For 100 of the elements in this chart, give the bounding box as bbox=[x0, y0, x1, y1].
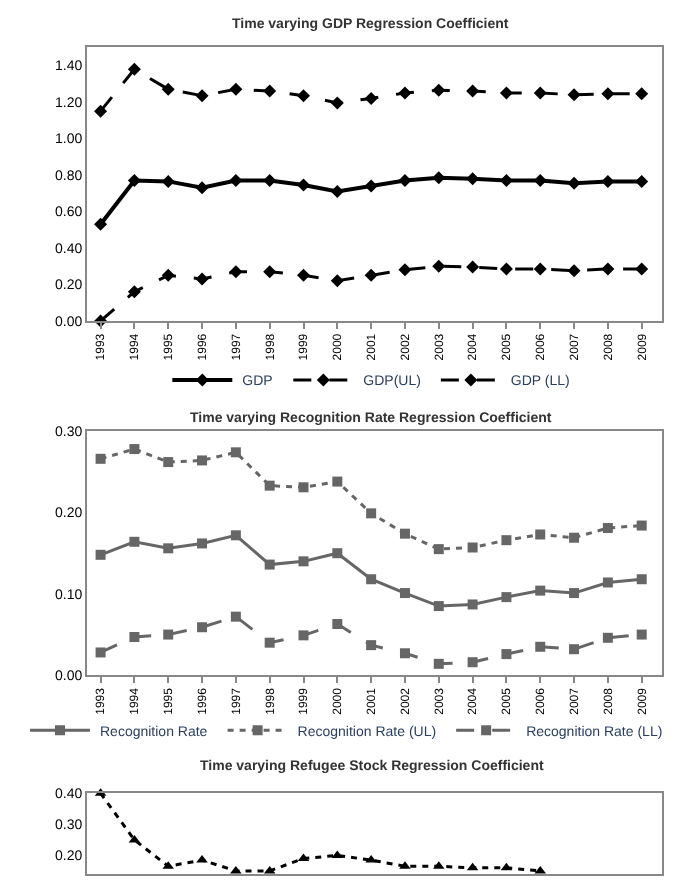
point bbox=[263, 173, 277, 187]
point bbox=[298, 482, 309, 493]
point bbox=[163, 629, 174, 640]
point bbox=[535, 585, 546, 596]
point bbox=[399, 588, 410, 599]
point bbox=[398, 263, 412, 277]
point bbox=[197, 622, 208, 633]
point bbox=[602, 632, 613, 643]
point bbox=[298, 556, 309, 567]
point bbox=[332, 548, 343, 559]
point bbox=[297, 178, 310, 192]
point bbox=[163, 543, 174, 554]
point bbox=[467, 542, 478, 553]
point bbox=[264, 559, 275, 570]
point bbox=[127, 173, 141, 187]
point bbox=[364, 91, 378, 105]
point bbox=[535, 641, 546, 652]
point bbox=[432, 171, 446, 185]
point bbox=[567, 264, 581, 278]
point bbox=[263, 84, 277, 98]
point bbox=[197, 455, 208, 466]
point bbox=[398, 86, 412, 100]
point bbox=[230, 447, 241, 458]
point bbox=[127, 285, 141, 299]
point bbox=[263, 265, 277, 279]
point bbox=[230, 611, 241, 622]
point bbox=[533, 173, 547, 187]
point bbox=[433, 601, 444, 612]
point bbox=[161, 268, 175, 282]
point bbox=[567, 88, 581, 102]
point bbox=[636, 629, 647, 640]
point bbox=[501, 535, 512, 546]
point bbox=[94, 217, 108, 231]
point bbox=[364, 179, 378, 193]
point bbox=[569, 532, 580, 543]
point bbox=[129, 444, 140, 455]
point bbox=[161, 82, 175, 96]
point bbox=[399, 648, 410, 659]
point bbox=[433, 658, 444, 669]
point bbox=[129, 632, 140, 642]
point bbox=[501, 592, 512, 603]
point bbox=[366, 640, 377, 651]
point bbox=[127, 62, 141, 76]
point bbox=[398, 173, 412, 187]
point bbox=[332, 618, 343, 629]
point bbox=[635, 174, 649, 188]
point bbox=[636, 574, 647, 585]
point bbox=[399, 528, 410, 539]
point bbox=[197, 538, 208, 549]
point bbox=[366, 508, 377, 519]
point bbox=[297, 89, 310, 103]
point bbox=[602, 522, 613, 533]
point bbox=[433, 544, 444, 555]
point bbox=[229, 82, 243, 96]
point bbox=[163, 457, 174, 468]
point bbox=[330, 274, 344, 288]
point bbox=[264, 480, 275, 491]
point bbox=[501, 649, 512, 660]
point bbox=[636, 520, 647, 531]
point bbox=[466, 172, 480, 186]
point bbox=[229, 173, 243, 187]
point bbox=[569, 588, 580, 599]
point bbox=[601, 87, 615, 101]
point bbox=[567, 176, 581, 190]
point bbox=[298, 630, 309, 641]
point bbox=[129, 536, 140, 547]
point bbox=[229, 265, 243, 279]
point bbox=[95, 549, 106, 560]
point bbox=[195, 272, 209, 286]
point bbox=[602, 577, 613, 588]
point bbox=[466, 84, 480, 98]
point bbox=[195, 181, 209, 195]
point bbox=[533, 262, 547, 276]
point bbox=[467, 599, 478, 610]
point bbox=[601, 262, 615, 276]
point bbox=[330, 96, 344, 110]
point bbox=[161, 174, 175, 188]
point bbox=[264, 637, 275, 648]
point bbox=[432, 83, 446, 97]
point bbox=[364, 268, 378, 282]
point bbox=[499, 86, 513, 100]
point bbox=[601, 174, 615, 188]
point bbox=[467, 657, 478, 668]
point bbox=[297, 268, 310, 282]
point bbox=[635, 262, 649, 276]
point bbox=[569, 644, 580, 655]
point bbox=[94, 104, 108, 118]
point bbox=[330, 184, 344, 198]
point bbox=[466, 260, 480, 274]
point bbox=[635, 87, 649, 101]
point bbox=[332, 476, 343, 487]
point bbox=[535, 529, 546, 540]
point bbox=[95, 647, 106, 658]
point bbox=[195, 89, 209, 103]
point bbox=[533, 86, 547, 100]
point bbox=[230, 530, 241, 541]
point bbox=[432, 259, 446, 273]
point bbox=[366, 574, 377, 585]
point bbox=[95, 453, 106, 464]
point bbox=[499, 262, 513, 276]
